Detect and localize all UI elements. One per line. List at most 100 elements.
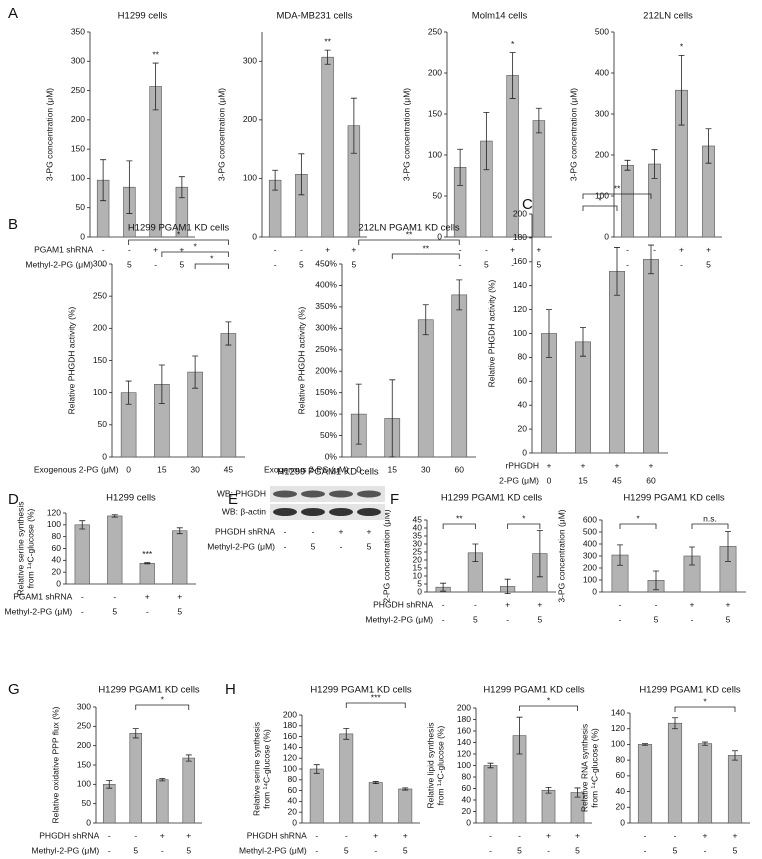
error-bar — [725, 531, 731, 562]
bracket — [161, 251, 229, 257]
error-bar — [440, 582, 447, 592]
y-tick-label: 120 — [457, 748, 471, 758]
y-tick-label: 160 — [513, 256, 527, 266]
bracket — [519, 705, 578, 711]
bar — [541, 789, 556, 824]
error-bar — [125, 380, 132, 405]
error-bar — [672, 717, 678, 730]
condition-value: 5 — [537, 259, 542, 269]
condition-value: + — [726, 599, 731, 609]
significance: * — [680, 42, 684, 52]
error-bar — [472, 543, 479, 562]
chart-title: Molm14 cells — [472, 11, 528, 22]
condition-label: Methyl-2-PG (μM) — [365, 614, 433, 624]
condition-value: 5 — [575, 845, 580, 855]
condition-value: - — [315, 830, 318, 840]
bar — [339, 733, 354, 824]
y-tick-label: 140 — [283, 742, 297, 752]
y-tick-label: 250% — [315, 344, 337, 354]
y-tick-label: 100 — [428, 149, 442, 159]
condition-label: Exogenous 2-PG (μM) — [264, 464, 349, 474]
y-tick-label: 20 — [518, 423, 528, 433]
y-tick-label: 25 — [413, 546, 423, 556]
y-tick-label: 45 — [413, 514, 423, 524]
error-bar — [516, 716, 523, 755]
y-tick-label: 0 — [102, 451, 107, 461]
bar — [182, 757, 196, 824]
bar — [483, 765, 498, 824]
y-tick-label: 200% — [315, 365, 337, 375]
condition-value: - — [146, 606, 149, 616]
panel-letter: G — [8, 681, 20, 698]
y-tick-label: 150 — [428, 108, 442, 118]
y-tick-label: 180 — [283, 720, 297, 730]
bar — [74, 524, 90, 585]
bracket — [194, 263, 229, 269]
condition-value: + — [403, 830, 408, 840]
blot-strip — [270, 504, 385, 520]
blot-band — [301, 508, 325, 516]
condition-value: - — [108, 830, 111, 840]
condition-value: + — [505, 599, 510, 609]
y-tick-label: 200 — [77, 740, 91, 750]
error-bar — [580, 327, 586, 357]
condition-value: + — [546, 830, 551, 840]
y-tick-label: 180 — [457, 714, 471, 724]
error-bar — [159, 778, 166, 782]
y-axis-label: from ¹⁴C-glucose (%) — [25, 508, 35, 588]
condition-value: - — [108, 845, 111, 855]
y-tick-label: 100 — [243, 173, 257, 183]
y-tick-label: 0% — [325, 451, 338, 461]
chart-title: 212LN cells — [643, 11, 693, 22]
y-axis-label: Relative RNA synthesis — [579, 724, 589, 812]
y-tick-label: 160 — [457, 725, 471, 735]
error-bar — [536, 530, 543, 578]
error-bar — [487, 762, 494, 769]
y-tick-label: 20 — [52, 566, 62, 576]
bracket — [582, 205, 618, 211]
error-bar — [545, 786, 552, 794]
condition-value: + — [547, 460, 552, 470]
condition-value: 30 — [421, 464, 431, 474]
condition-value: - — [374, 845, 377, 855]
error-bar — [324, 49, 331, 65]
y-tick-label: 140 — [457, 737, 471, 747]
error-bar — [678, 54, 685, 126]
y-tick-label: 20 — [288, 806, 298, 816]
y-tick-label: 0 — [86, 817, 91, 827]
y-tick-label: 100 — [595, 190, 609, 200]
error-bar — [372, 781, 379, 784]
y-tick-label: 40 — [518, 399, 528, 409]
condition-value: + — [581, 460, 586, 470]
condition-value: - — [489, 845, 492, 855]
condition-value: + — [186, 830, 191, 840]
bar — [637, 744, 653, 824]
error-bar — [617, 544, 623, 566]
bar — [129, 732, 143, 824]
error-bar — [732, 750, 738, 761]
y-axis-label: 3-PG concentration (μM) — [216, 88, 226, 181]
condition-value: - — [459, 244, 462, 254]
y-tick-label: 0 — [437, 231, 442, 241]
y-tick-label: 100 — [457, 760, 471, 770]
error-bar — [546, 309, 552, 358]
error-bar — [574, 787, 581, 798]
condition-value: 5 — [112, 606, 117, 616]
bar — [727, 755, 743, 824]
y-tick-label: 600 — [583, 514, 597, 524]
condition-value: 5 — [473, 614, 478, 624]
y-tick-label: 180 — [513, 232, 527, 242]
condition-value: 5 — [133, 845, 138, 855]
error-bar — [355, 383, 362, 445]
y-tick-label: 100 — [93, 387, 107, 397]
bar — [575, 341, 591, 454]
error-bar — [152, 62, 159, 111]
condition-value: - — [691, 614, 694, 624]
blot-title: H1299 PGAM1 KD cells — [277, 467, 379, 478]
condition-value: - — [326, 259, 329, 269]
condition-value: - — [340, 541, 343, 551]
condition-value: + — [179, 244, 184, 254]
error-bar — [651, 149, 658, 179]
condition-value: - — [619, 599, 622, 609]
chart-title: 212LN PGAM1 KD cells — [358, 223, 460, 234]
